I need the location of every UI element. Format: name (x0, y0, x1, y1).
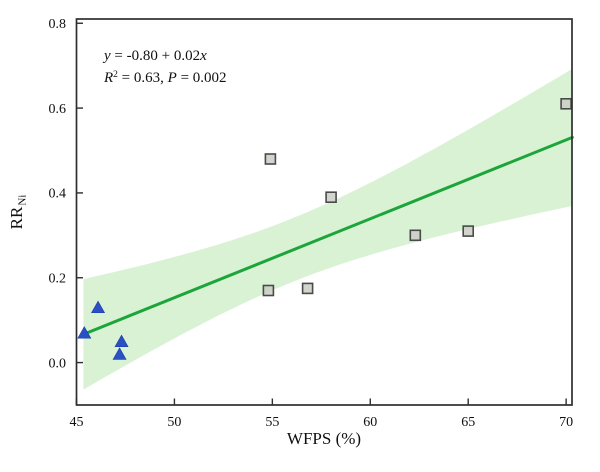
confidence-band (83, 68, 573, 390)
annotation-run: y (102, 48, 111, 64)
annotation-run: x (199, 48, 207, 64)
annotation-run: = 0.63, (118, 70, 168, 86)
data-point-triangle (114, 334, 129, 347)
x-tick-label: 55 (265, 415, 279, 430)
x-tick-label: 60 (363, 415, 377, 430)
y-tick-label: 0.0 (49, 356, 67, 371)
data-point-square (264, 153, 277, 165)
data-point-square (409, 229, 422, 242)
annotation-run: R (103, 70, 113, 86)
stats-annotation: R2 = 0.63, P = 0.002 (103, 70, 227, 86)
data-point-square (262, 284, 275, 297)
y-axis-label: RRNi (7, 195, 29, 230)
regression-line-path (81, 135, 574, 336)
data-points (77, 98, 572, 360)
y-tick-label: 0.8 (49, 17, 67, 32)
y-axis-label-base: RR (7, 206, 26, 229)
data-point-square (325, 191, 337, 203)
plot-frame (75, 18, 573, 406)
series-square (262, 98, 572, 297)
regression-line (81, 135, 574, 336)
x-tick-label: 45 (70, 415, 84, 430)
series-triangle (77, 300, 129, 360)
data-point-square (462, 225, 475, 237)
x-tick-label: 65 (461, 415, 475, 430)
axes-frame (75, 18, 573, 406)
confidence-band-area (83, 68, 573, 390)
x-tick-label: 70 (559, 415, 573, 430)
y-tick-label: 0.6 (49, 102, 67, 117)
y-tick-label: 0.2 (49, 272, 67, 287)
tick-labels: 45 50 55 60 65 70 0.0 0.2 0.4 0.6 0.8 (49, 17, 574, 430)
y-tick-label: 0.4 (49, 187, 67, 202)
data-point-square (301, 282, 314, 295)
annotation-run: P (167, 70, 177, 86)
data-point-triangle (77, 326, 92, 339)
y-axis-label-subscript: Ni (17, 195, 29, 206)
x-axis-label: WFPS (%) (287, 429, 361, 448)
equation-annotation: y = -0.80 + 0.02x (102, 48, 207, 64)
annotation-run: = 0.002 (177, 70, 227, 86)
data-point-triangle (112, 347, 127, 360)
annotation-run: 2 (113, 70, 118, 80)
data-point-triangle (91, 300, 106, 314)
data-point-square (560, 98, 572, 110)
annotation-run: = -0.80 + 0.02 (111, 48, 200, 64)
x-tick-label: 50 (167, 415, 181, 430)
